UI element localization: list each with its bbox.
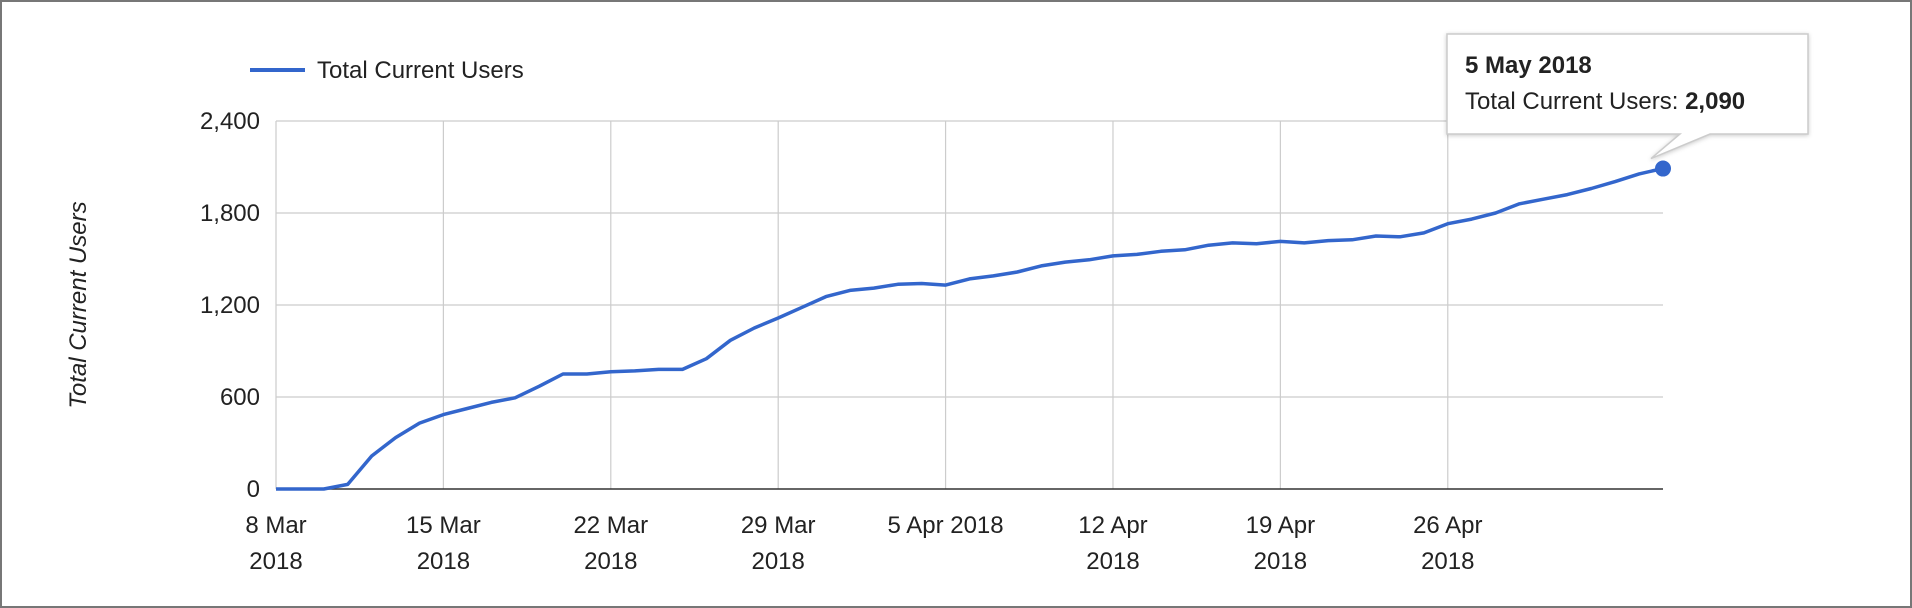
tooltip-label: Total Current Users: xyxy=(1465,88,1678,115)
y-tick-label: 2,400 xyxy=(200,108,260,135)
tooltip-title: 5 May 2018 xyxy=(1465,52,1592,79)
x-tick-label: 5 Apr 2018 xyxy=(888,512,1004,539)
highlight-point xyxy=(1655,160,1671,177)
y-tick-label: 1,800 xyxy=(200,200,260,227)
x-tick-label: 29 Mar 2018 xyxy=(741,512,816,575)
x-tick-label: 15 Mar 2018 xyxy=(406,512,481,575)
y-axis-title: Total Current Users xyxy=(65,201,92,408)
x-tick-label: 12 Apr 2018 xyxy=(1078,512,1147,575)
tooltip-text: Total Current Users: 2,090 xyxy=(1465,88,1745,115)
tooltip-value: 2,090 xyxy=(1685,88,1745,115)
x-tick-label: 8 Mar 2018 xyxy=(245,512,306,575)
x-tick-label: 19 Apr 2018 xyxy=(1246,512,1315,575)
x-tick-label: 22 Mar 2018 xyxy=(573,512,648,575)
x-tick-label: 26 Apr 2018 xyxy=(1413,512,1482,575)
legend-label: Total Current Users xyxy=(317,57,524,84)
tooltip: 5 May 2018 Total Current Users: 2,090 xyxy=(1446,33,1809,160)
data-line xyxy=(276,166,1664,491)
y-tick-label: 1,200 xyxy=(200,292,260,319)
y-tick-label: 0 xyxy=(247,476,260,503)
tooltip-box xyxy=(1446,33,1809,160)
y-tick-label: 600 xyxy=(220,384,260,411)
